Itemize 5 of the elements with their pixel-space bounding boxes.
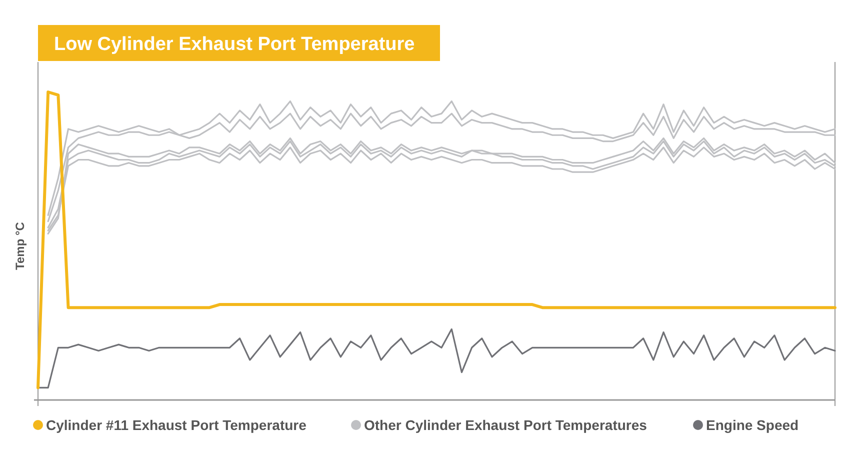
legend-label: Other Cylinder Exhaust Port Temperatures bbox=[364, 417, 648, 433]
legend-label: Engine Speed bbox=[706, 417, 799, 433]
chart-title: Low Cylinder Exhaust Port Temperature bbox=[54, 34, 415, 55]
legend-label: Cylinder #11 Exhaust Port Temperature bbox=[46, 417, 307, 433]
y-axis-title: Temp °C bbox=[13, 222, 27, 270]
